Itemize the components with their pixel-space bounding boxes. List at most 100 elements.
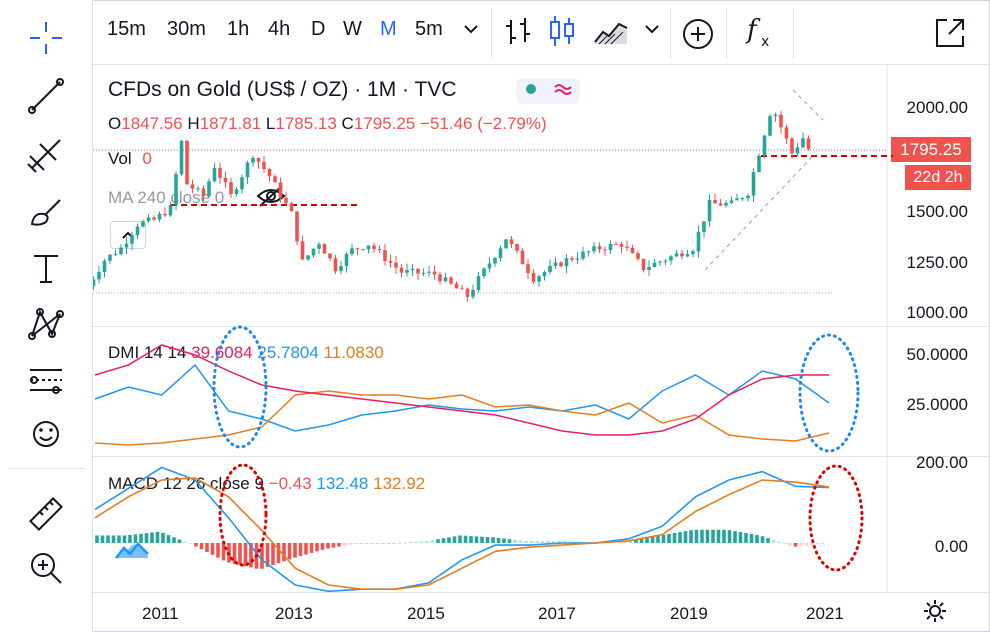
macd-histogram-bar bbox=[353, 543, 358, 544]
macd-histogram-bar bbox=[364, 543, 369, 544]
macd-histogram-bar bbox=[298, 543, 303, 557]
candle-body bbox=[537, 276, 541, 282]
macd-histogram-bar bbox=[755, 534, 759, 543]
macd-histogram-bar bbox=[150, 532, 154, 543]
macd-histogram-bar bbox=[639, 538, 644, 543]
macd-histogram-bar bbox=[645, 537, 649, 543]
candles-chart-icon[interactable] bbox=[547, 14, 577, 53]
crosshair-icon[interactable] bbox=[18, 16, 74, 60]
candle-body bbox=[460, 288, 464, 290]
pane-divider[interactable] bbox=[93, 326, 990, 327]
bars-chart-icon[interactable] bbox=[503, 16, 533, 53]
ohlc-change: −51.46 (−2.79%) bbox=[420, 114, 547, 133]
timeframe-15m[interactable]: 15m bbox=[107, 18, 146, 40]
candle-body bbox=[790, 138, 794, 154]
ohlc-open: 1847.56 bbox=[121, 114, 183, 133]
smiley-icon[interactable] bbox=[18, 412, 74, 456]
macd-histogram-bar bbox=[463, 535, 468, 543]
ruler-icon[interactable] bbox=[18, 492, 74, 536]
candle-body bbox=[751, 171, 756, 196]
candle-body bbox=[548, 265, 552, 273]
candle-body bbox=[762, 135, 767, 156]
candle-body bbox=[718, 203, 723, 206]
macd-histogram-bar bbox=[485, 536, 490, 543]
timeframe-w[interactable]: W bbox=[343, 18, 362, 40]
candle-body bbox=[680, 253, 684, 257]
macd-histogram-bar bbox=[661, 534, 666, 543]
dmi-legend: DMI 14 14 39.6084 25.7804 11.0830 bbox=[108, 343, 384, 363]
candle-body bbox=[201, 188, 206, 197]
macd-histogram-bar bbox=[111, 535, 116, 543]
macd-histogram-bar bbox=[133, 534, 138, 543]
macd-histogram-bar bbox=[282, 543, 286, 562]
area-chart-icon[interactable] bbox=[593, 18, 629, 51]
dmi-series bbox=[94, 344, 830, 446]
candle-body bbox=[339, 265, 343, 272]
macd-histogram-bar bbox=[221, 543, 226, 561]
market-dot-icon bbox=[525, 82, 537, 100]
time-axis-label: 2017 bbox=[538, 604, 576, 623]
macd-histogram-bar bbox=[199, 543, 204, 550]
timeframe-4h[interactable]: 4h bbox=[268, 18, 291, 40]
wave-icon bbox=[553, 82, 572, 101]
price-axis-label: 1000.00 bbox=[906, 303, 968, 322]
macd-histogram-bar bbox=[194, 543, 198, 547]
macd-histogram-bar bbox=[271, 543, 275, 565]
zoom-in-icon[interactable] bbox=[18, 546, 74, 590]
candle-body bbox=[273, 176, 277, 183]
macd-histogram-bar bbox=[749, 533, 754, 543]
macd-line-value: 132.48 bbox=[316, 474, 369, 493]
chevron-down-icon[interactable] bbox=[644, 22, 660, 41]
brush-icon[interactable] bbox=[18, 190, 74, 234]
hidden-eye-icon[interactable] bbox=[256, 184, 286, 213]
candle-body bbox=[625, 246, 629, 248]
text-icon[interactable] bbox=[18, 246, 74, 290]
add-compare-icon[interactable] bbox=[682, 18, 714, 55]
candle-body bbox=[372, 245, 376, 250]
candle-body bbox=[702, 221, 706, 232]
settings-gear-icon[interactable] bbox=[922, 598, 948, 629]
macd-histogram-bar bbox=[293, 543, 297, 558]
macd-histogram-bar bbox=[656, 535, 660, 543]
macd-histogram-bar bbox=[678, 532, 682, 543]
timeframe-5m[interactable]: 5m bbox=[415, 18, 443, 40]
macd-histogram-bar bbox=[524, 541, 528, 543]
macd-histogram-bar bbox=[810, 543, 814, 545]
dmi-line-−DI bbox=[94, 390, 830, 446]
candle-body bbox=[729, 200, 734, 203]
ohlc-close: 1795.25 bbox=[353, 114, 416, 133]
last-price-tag: 1795.25 bbox=[891, 137, 971, 162]
chart-canvas[interactable] bbox=[93, 64, 893, 592]
candle-body bbox=[168, 204, 173, 216]
status-pill[interactable] bbox=[516, 78, 580, 104]
trendline-icon[interactable] bbox=[18, 74, 74, 118]
chevron-down-icon[interactable] bbox=[463, 22, 479, 41]
toolbar-divider bbox=[670, 8, 671, 58]
macd-histogram-bar bbox=[694, 529, 699, 543]
popout-icon[interactable] bbox=[933, 16, 967, 55]
timeframe-m[interactable]: M bbox=[380, 18, 397, 40]
pattern-icon[interactable] bbox=[18, 302, 74, 346]
prediction-icon[interactable] bbox=[18, 358, 74, 402]
timeframe-d[interactable]: D bbox=[311, 18, 326, 40]
macd-axis-label: 0.00 bbox=[934, 537, 968, 556]
macd-histogram-bar bbox=[722, 529, 726, 543]
candle-body bbox=[674, 253, 679, 257]
macd-histogram-bar bbox=[458, 535, 462, 543]
macd-histogram-bar bbox=[408, 542, 413, 544]
pitchfork-icon[interactable] bbox=[18, 132, 74, 176]
timeframe-30m[interactable]: 30m bbox=[167, 18, 206, 40]
drawing-toolbar bbox=[0, 0, 93, 632]
timeframe-1h[interactable]: 1h bbox=[227, 18, 250, 40]
macd-histogram-bar bbox=[315, 543, 319, 552]
candle-body bbox=[179, 140, 184, 175]
macd-histogram-bar bbox=[144, 533, 149, 543]
dmi-highlight-ellipse bbox=[798, 333, 860, 453]
candle-body bbox=[641, 258, 646, 271]
macd-histogram-bar bbox=[122, 535, 127, 543]
macd-histogram-bar bbox=[799, 543, 803, 547]
macd-histogram-bar bbox=[507, 539, 512, 543]
pane-divider[interactable] bbox=[93, 456, 990, 457]
